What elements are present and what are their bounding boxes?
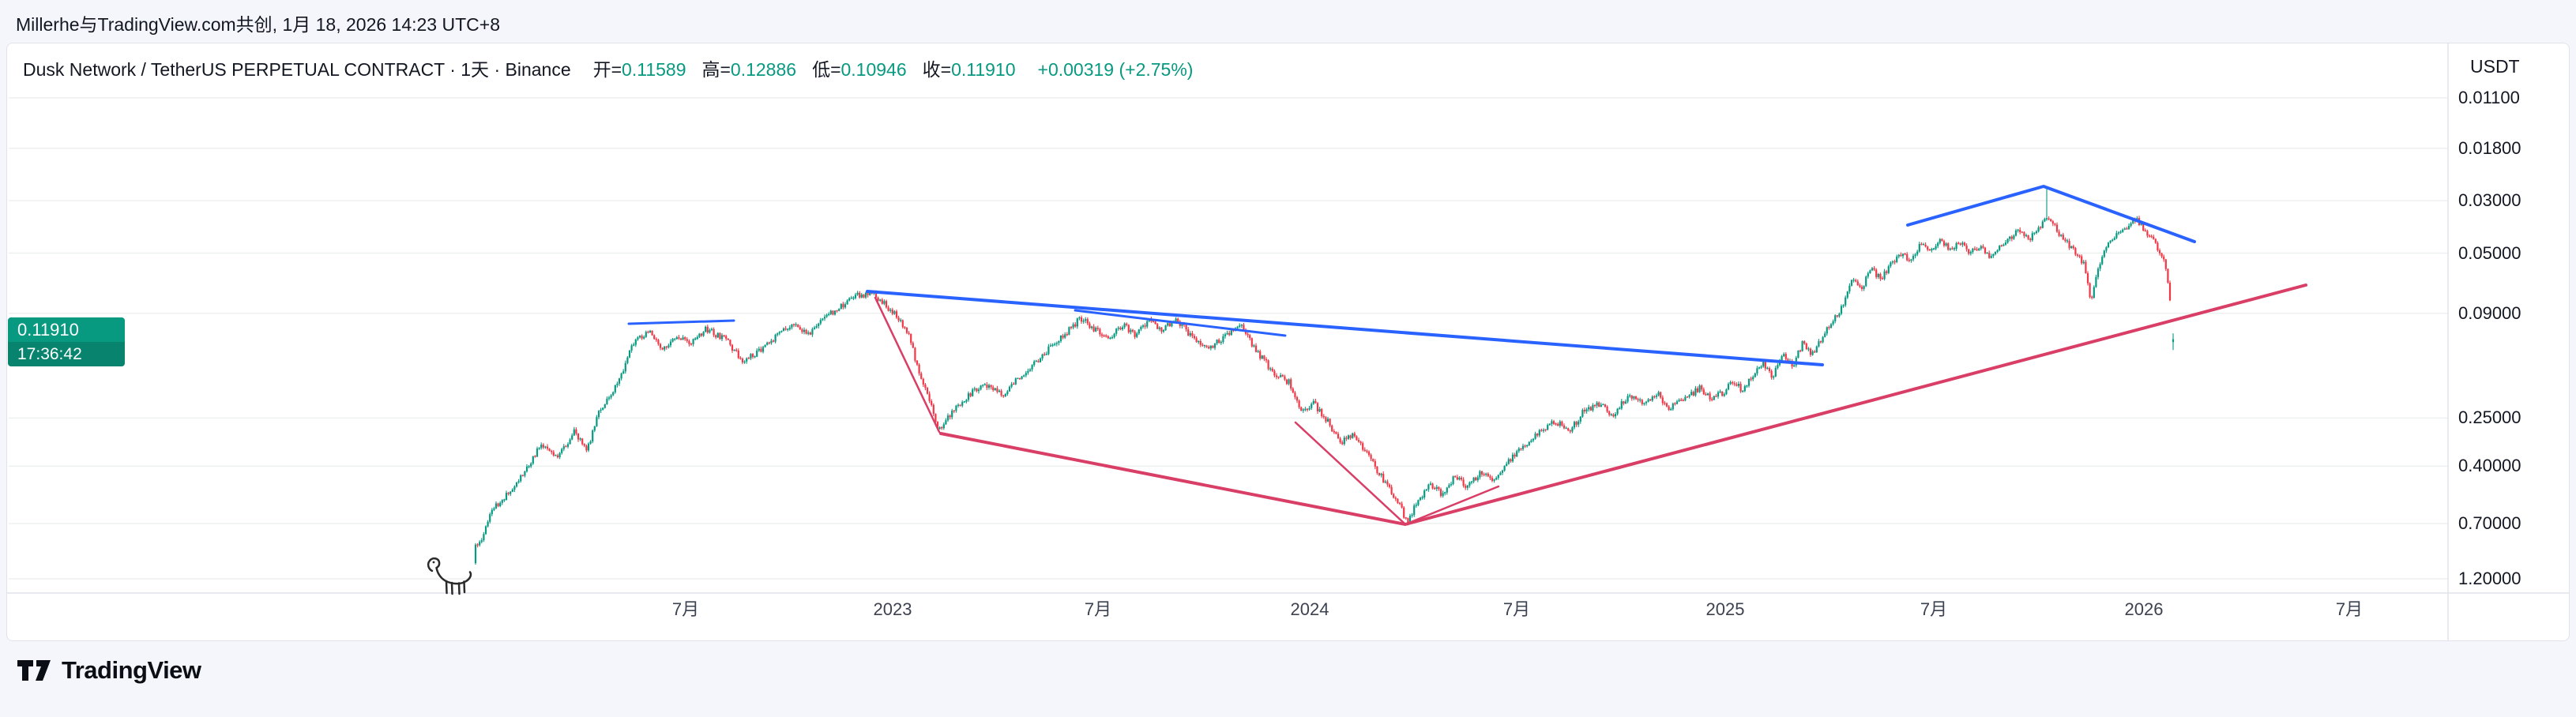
last-price-value: 0.11910: [8, 317, 125, 343]
trendline-drop-2024: [1294, 421, 1407, 526]
price-tick-label: 1.20000: [2458, 569, 2521, 588]
candles-layer: [474, 187, 2175, 565]
chart-header: Dusk Network / TetherUS PERPETUAL CONTRA…: [23, 54, 1193, 81]
price-tick-label: 0.25000: [2458, 407, 2521, 428]
currency-label: USDT: [2470, 56, 2520, 77]
trendlines-layer[interactable]: [627, 185, 2307, 526]
price-tick-label: 0.01800: [2458, 137, 2521, 158]
trendline-neckline-2022: [627, 319, 735, 325]
gridlines: [9, 97, 2448, 580]
price-tick-label: 0.40000: [2458, 456, 2521, 476]
tradingview-wordmark: TradingView: [62, 656, 201, 684]
price-axis[interactable]: 0.01100 0.01800 0.03000 0.05000 0.09000 0.250…: [2449, 43, 2569, 593]
tradingview-logo[interactable]: TradingView: [16, 654, 201, 687]
last-price-badge: 0.11910 17:36:42: [8, 317, 125, 367]
ohlc-fields: 开=0.11589 高=0.12886 低=0.10946 收=0.11910: [593, 54, 1016, 81]
time-tick-label: 7月: [1920, 599, 1948, 619]
trendline-descending-resistance: [866, 290, 1824, 366]
chart-card[interactable]: Dusk Network / TetherUS PERPETUAL CONTRA…: [6, 43, 2570, 641]
tradingview-logo-icon: [17, 660, 51, 681]
time-tick-label: 2024: [1290, 599, 1329, 619]
bar-countdown: 17:36:42: [8, 342, 125, 367]
price-tick-label: 0.70000: [2458, 513, 2521, 533]
trendline-bounce-2024: [1404, 485, 1500, 526]
time-axis[interactable]: 7月 2023 7月 2024 7月 2025 7月 2026 7月: [7, 593, 2448, 640]
trendline-drop-2023: [874, 296, 941, 434]
dinosaur-sticker[interactable]: [427, 557, 472, 595]
attribution-text: Millerhe与TradingView.com共创, 1月 18, 2026 …: [16, 14, 500, 35]
ohlc-field: 开=0.11589: [592, 59, 686, 80]
time-tick-label: 7月: [1502, 599, 1531, 619]
time-tick-label: 2025: [1705, 599, 1745, 619]
price-tick-label: 0.03000: [2458, 190, 2521, 211]
trendline-peak-2025: [1906, 185, 2196, 243]
time-tick-label: 2026: [2124, 599, 2164, 619]
symbol-title[interactable]: Dusk Network / TetherUS PERPETUAL CONTRA…: [23, 59, 571, 80]
price-tick-label: 0.09000: [2458, 302, 2521, 323]
change-value: +0.00319 (+2.75%): [1037, 59, 1194, 80]
ohlc-field: 收=0.11910: [922, 59, 1016, 80]
ohlc-field: 高=0.12886: [701, 59, 797, 80]
ohlc-field: 低=0.10946: [812, 59, 907, 80]
chart-canvas[interactable]: [7, 43, 2570, 641]
price-tick-label: 0.01100: [2458, 87, 2520, 107]
time-tick-label: 2023: [873, 599, 912, 619]
time-tick-label: 7月: [2335, 599, 2364, 619]
trendline-minor-resistance-2023: [1074, 309, 1287, 337]
price-tick-label: 0.05000: [2458, 242, 2521, 263]
time-tick-label: 7月: [1084, 599, 1112, 619]
time-tick-label: 7月: [671, 599, 700, 619]
